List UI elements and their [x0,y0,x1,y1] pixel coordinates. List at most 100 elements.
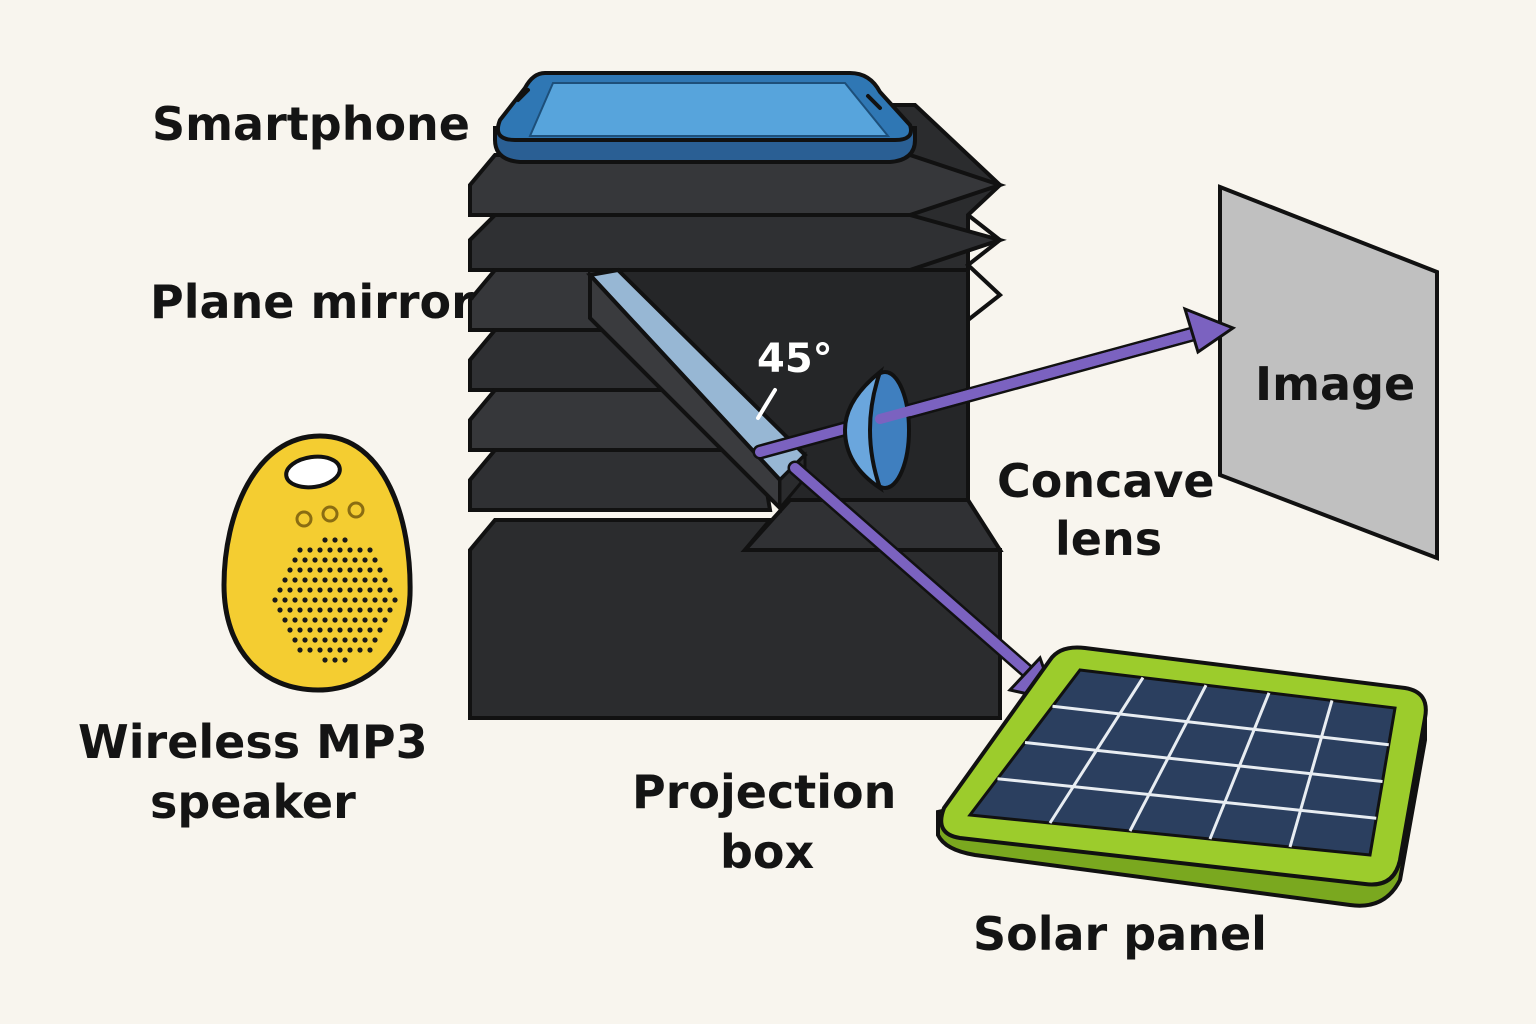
label-speaker-line2: speaker [150,775,356,829]
grille-dot [357,647,363,653]
grille-dot [362,577,368,583]
grille-dot [322,657,328,663]
label-image: Image [1255,357,1415,411]
grille-dot [372,637,378,643]
grille-dot [337,627,343,633]
grille-dot [297,587,303,593]
grille-dot [332,637,338,643]
grille-dot [367,587,373,593]
bellows-fold [468,213,1007,272]
grille-dot [377,587,383,593]
grille-dot [387,607,393,613]
grille-dot [282,577,288,583]
grille-dot [362,637,368,643]
grille-dot [322,597,328,603]
grille-dot [312,597,318,603]
bellows-fold [468,268,602,332]
grille-dot [282,597,288,603]
grille-dot [377,627,383,633]
grille-dot [297,627,303,633]
grille-dot [372,577,378,583]
grille-dot [347,547,353,553]
label-smartphone: Smartphone [152,97,470,151]
grille-dot [297,567,303,573]
speaker-button [321,505,339,523]
solar-grid-line [997,777,1377,820]
lens-face [842,366,885,493]
grille-dot [362,617,368,623]
ray-arrowhead-image [1182,306,1237,355]
grille-dot [327,547,333,553]
label-concave-lens-line1: Concave [997,454,1215,508]
label-projection-box-line1: Projection [632,765,896,819]
grille-dot [307,567,313,573]
grille-dot [342,537,348,543]
grille-dot [352,617,358,623]
grille-dot [367,607,373,613]
box-right-folds [964,213,1004,322]
phone-screen [528,82,891,137]
grille-dot [312,557,318,563]
grille-dot [357,547,363,553]
grille-dot [287,587,293,593]
grille-dot [337,587,343,593]
grille-dot [287,627,293,633]
grille-dot [317,627,323,633]
grille-dot [277,607,283,613]
solar-grid-line [1024,741,1383,783]
grille-dot [352,577,358,583]
grille-dot [327,647,333,653]
grille-dot [307,647,313,653]
box-base-top [740,498,1004,552]
grille-dot [312,637,318,643]
ray-to-solar [790,463,1040,683]
grille-dot [337,607,343,613]
label-concave-lens-line2: lens [1055,512,1162,566]
grille-dot [282,617,288,623]
grille-dot [342,657,348,663]
grille-dot [317,607,323,613]
speaker-button [347,501,365,519]
grille-dot [317,587,323,593]
grille-dot [347,587,353,593]
grille-dot [322,557,328,563]
grille-dot [377,607,383,613]
grille-dot [392,597,398,603]
grille-dot [292,557,298,563]
label-angle: 45° [757,336,833,382]
grille-dot [297,647,303,653]
grille-dot [302,617,308,623]
grille-dot [307,587,313,593]
solar-panel-icon [936,645,1428,908]
label-speaker-line1: Wireless MP3 [78,715,428,769]
grille-dot [357,607,363,613]
label-plane-mirror: Plane mirror [150,275,474,329]
grille-dot [382,617,388,623]
angle-pointer [756,388,777,420]
grille-dot [332,557,338,563]
grille-dot [312,617,318,623]
grille-dot [322,637,328,643]
grille-dot [307,607,313,613]
grille-dot [322,617,328,623]
label-projection-box-line2: box [720,825,814,879]
grille-dot [357,627,363,633]
concave-lens [842,366,911,493]
speaker-strap-hole [284,454,342,490]
speaker-button [295,510,313,528]
grille-dot [372,617,378,623]
grille-dot [327,587,333,593]
grille-dot [347,627,353,633]
grille-dot [307,547,313,553]
grille-dot [367,547,373,553]
grille-dot [387,587,393,593]
grille-dot [382,577,388,583]
grille-dot [292,577,298,583]
speaker-icon [221,433,413,693]
grille-dot [377,567,383,573]
grille-dot [327,627,333,633]
grille-dot [352,557,358,563]
grille-dot [372,597,378,603]
grille-dot [297,607,303,613]
smartphone-icon [493,71,917,164]
